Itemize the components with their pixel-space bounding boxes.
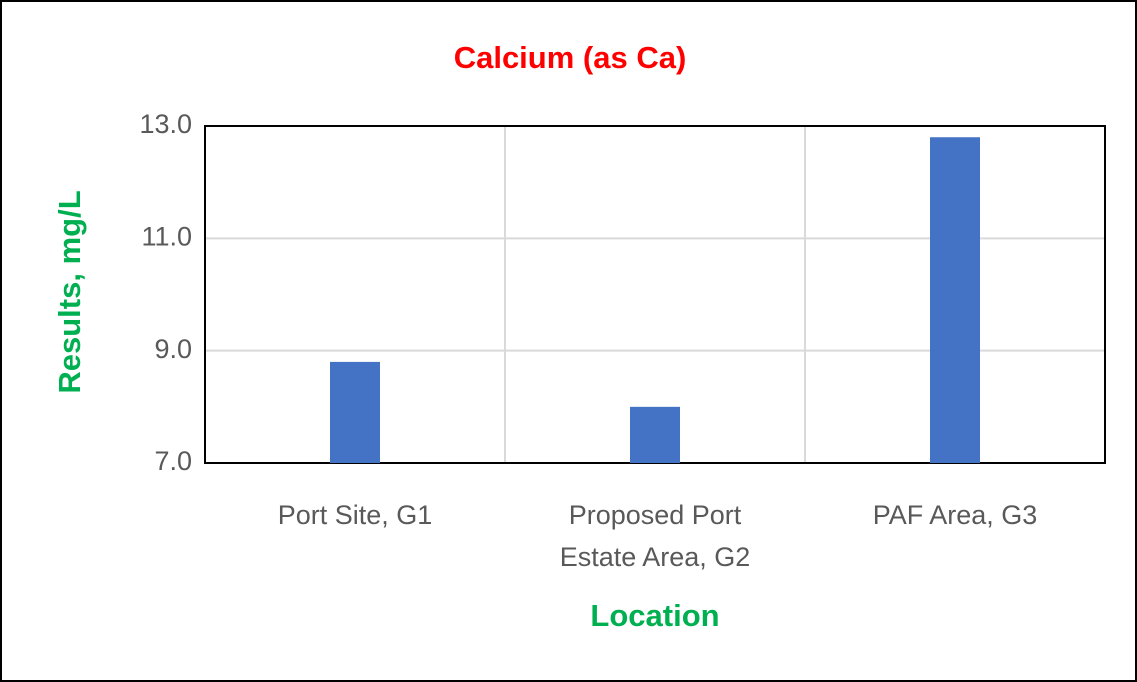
chart-title: Calcium (as Ca)	[454, 40, 687, 75]
y-tick-label: 9.0	[154, 334, 192, 364]
y-tick-label: 13.0	[139, 109, 192, 139]
y-tick-label: 11.0	[141, 221, 192, 251]
bar	[630, 406, 680, 463]
y-axis-label: Results, mg/L	[52, 190, 87, 393]
bar	[930, 137, 980, 463]
y-tick-label: 7.0	[154, 446, 192, 476]
bar	[330, 361, 380, 463]
x-axis-label: Location	[590, 598, 719, 633]
x-tick-label: Proposed Port Estate Area, G2	[559, 500, 751, 572]
x-tick-label: Port Site, G1	[277, 500, 433, 530]
x-tick-label: PAF Area, G3	[872, 500, 1038, 530]
